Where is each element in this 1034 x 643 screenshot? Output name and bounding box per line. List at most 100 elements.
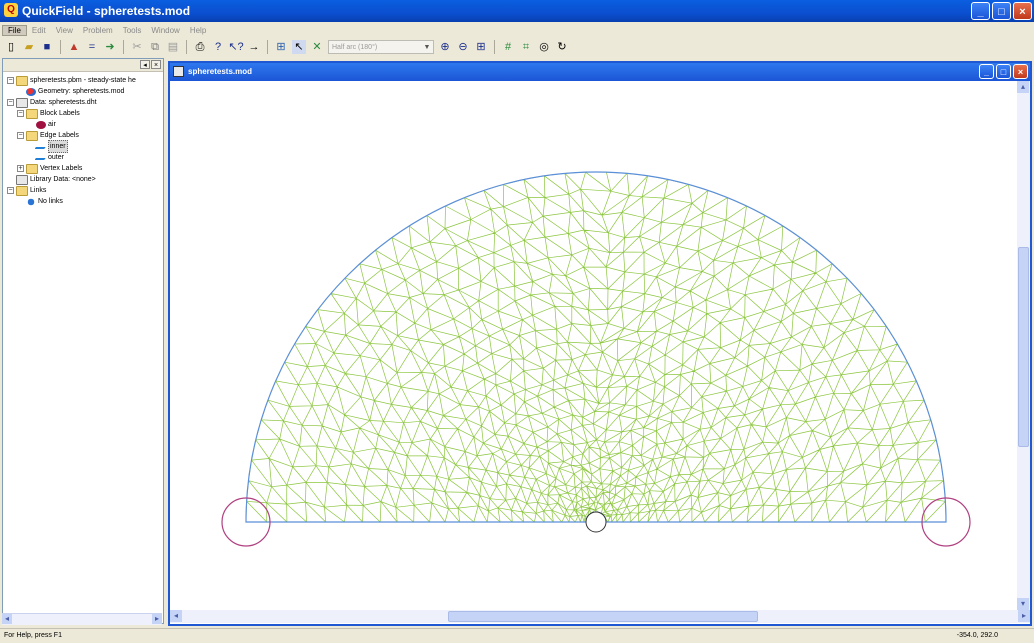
menu-window[interactable]: Window (151, 25, 180, 35)
pane-pin-button[interactable]: ◂ (140, 60, 150, 69)
geometry-window-titlebar: spheretests.mod _ □ × (170, 63, 1030, 81)
tree-item-label: Library Data: <none> (30, 176, 96, 183)
tree-item[interactable]: inner (27, 140, 68, 153)
grid-icon[interactable]: ⊞ (476, 41, 486, 53)
tree-item[interactable]: Library Data: <none> (7, 174, 96, 185)
tree-item[interactable]: air (27, 119, 56, 130)
save-icon[interactable]: ■ (43, 41, 51, 53)
menu-problem[interactable]: Problem (82, 25, 113, 35)
help-icon[interactable]: ? (214, 41, 222, 53)
window-title: QuickField - spheretests.mod (22, 4, 191, 18)
tree-item[interactable]: − Block Labels (17, 108, 80, 119)
context-help-icon[interactable]: ↖? (228, 41, 244, 53)
toolbar: ▯ ▰ ■ ▲ = ➜ ✂ ⧉ ▤ ⎙ ? ↖? → ⊞ ↖ ✕ Half ar… (0, 38, 1034, 56)
status-help-text: For Help, press F1 (4, 632, 62, 639)
print-icon[interactable]: ⎙ (195, 41, 205, 53)
menu-help[interactable]: Help (189, 25, 207, 35)
document-icon[interactable] (173, 66, 184, 77)
paste-icon[interactable]: ▤ (167, 41, 179, 53)
pane-close-button[interactable]: × (151, 60, 161, 69)
tree-item-label: Vertex Labels (40, 165, 83, 172)
scroll-down-icon[interactable]: ▾ (1017, 598, 1029, 610)
edge-icon (34, 155, 48, 160)
cut-icon[interactable]: ✂ (132, 41, 142, 53)
collapse-icon[interactable]: − (17, 110, 24, 117)
block-icon (36, 120, 46, 129)
open-icon[interactable]: ▰ (24, 41, 34, 53)
maximize-button[interactable]: □ (992, 2, 1011, 20)
child-close-button[interactable]: × (1013, 64, 1028, 79)
menu-view[interactable]: View (55, 25, 73, 35)
target-icon[interactable]: ◎ (539, 41, 549, 53)
tree-item-label: Links (30, 187, 47, 194)
goto-icon[interactable]: → (248, 41, 260, 53)
tree-item-label: Edge Labels (40, 132, 79, 139)
collapse-icon[interactable]: − (7, 187, 14, 194)
arc-angle-combo[interactable]: Half arc (180°) ▼ (328, 40, 434, 54)
finite-element-mesh (245, 171, 947, 523)
geometry-window: spheretests.mod _ □ × ▴ ▾ ◂ ▸ (168, 61, 1032, 626)
menu-bar: File Edit View Problem Tools Window Help (0, 22, 1034, 38)
mesh-icon[interactable]: # (504, 41, 512, 53)
horizontal-scrollbar[interactable]: ◂ ▸ (170, 610, 1030, 623)
tree-item[interactable]: − Data: spheretests.dht (7, 97, 97, 108)
new-icon[interactable]: ▯ (7, 41, 15, 53)
scroll-right-icon[interactable]: ▸ (152, 614, 162, 624)
menu-tools[interactable]: Tools (122, 25, 142, 35)
folder-icon (26, 163, 38, 174)
horizontal-scroll-thumb[interactable] (448, 611, 758, 622)
arrow-icon[interactable]: ➜ (105, 41, 115, 53)
scroll-up-icon[interactable]: ▴ (1017, 81, 1029, 93)
folder-icon (26, 108, 38, 119)
expand-icon[interactable]: + (17, 165, 24, 172)
mesh-canvas[interactable] (170, 81, 1017, 610)
menu-file[interactable]: File (2, 24, 27, 36)
zoom-in-icon[interactable]: ⊕ (440, 41, 450, 53)
refresh-icon[interactable]: ↻ (557, 41, 567, 53)
tree-item[interactable]: No links (17, 196, 63, 207)
vertical-scroll-thumb[interactable] (1018, 247, 1029, 447)
child-window-controls: _ □ × (979, 64, 1028, 79)
scroll-left-icon[interactable]: ◂ (2, 614, 12, 624)
quickfield-app-icon[interactable]: Q (4, 3, 18, 17)
collapse-icon[interactable]: − (7, 77, 14, 84)
menu-edit[interactable]: Edit (31, 25, 46, 35)
collapse-icon[interactable]: − (17, 132, 24, 139)
scroll-right-icon[interactable]: ▸ (1018, 610, 1030, 622)
child-minimize-button[interactable]: _ (979, 64, 994, 79)
tool-icon[interactable]: ✕ (312, 41, 322, 53)
scroll-left-icon[interactable]: ◂ (170, 610, 182, 622)
tree-item-label: outer (48, 154, 64, 161)
tree-item[interactable]: Geometry: spheretests.mod (17, 86, 124, 97)
tree-item[interactable]: − Links (7, 185, 46, 196)
child-restore-button[interactable]: □ (996, 64, 1011, 79)
folder-icon (26, 130, 38, 141)
right-vertex-marker[interactable] (921, 497, 971, 547)
tree-item[interactable]: outer (27, 152, 64, 163)
tree-item-label: Geometry: spheretests.mod (38, 88, 125, 95)
copy-icon[interactable]: ⧉ (151, 41, 159, 53)
chevron-down-icon[interactable]: ▼ (423, 44, 431, 51)
toolbar-separator (267, 40, 268, 54)
tree-item[interactable]: − Edge Labels (17, 130, 79, 141)
tree-horizontal-scrollbar[interactable]: ◂ ▸ (2, 613, 162, 625)
status-bar: For Help, press F1 -354.0, 292.0 (0, 628, 1034, 643)
zoom-out-icon[interactable]: ⊖ (458, 41, 468, 53)
toolbar-separator (186, 40, 187, 54)
left-vertex-marker[interactable] (221, 497, 271, 547)
mesh-remove-icon[interactable]: ⌗ (522, 41, 530, 53)
tree-item[interactable]: − spheretests.pbm - steady-state he (7, 75, 136, 86)
equals-icon[interactable]: = (88, 41, 96, 53)
minimize-button[interactable]: _ (971, 2, 990, 20)
edge-icon (34, 144, 48, 149)
collapse-icon[interactable]: − (7, 99, 14, 106)
title-bar: Q QuickField - spheretests.mod _ □ × (0, 0, 1034, 22)
tree-item[interactable]: + Vertex Labels (17, 163, 82, 174)
vertical-scrollbar[interactable]: ▴ ▾ (1017, 81, 1030, 610)
inner-sphere[interactable] (585, 511, 607, 533)
pointer-icon[interactable]: ↖ (292, 40, 306, 54)
tree-icon[interactable]: ⊞ (276, 41, 286, 53)
editor-icon[interactable]: ▲ (68, 41, 80, 53)
close-button[interactable]: × (1013, 2, 1032, 20)
tree-item-label: Data: spheretests.dht (30, 99, 97, 106)
